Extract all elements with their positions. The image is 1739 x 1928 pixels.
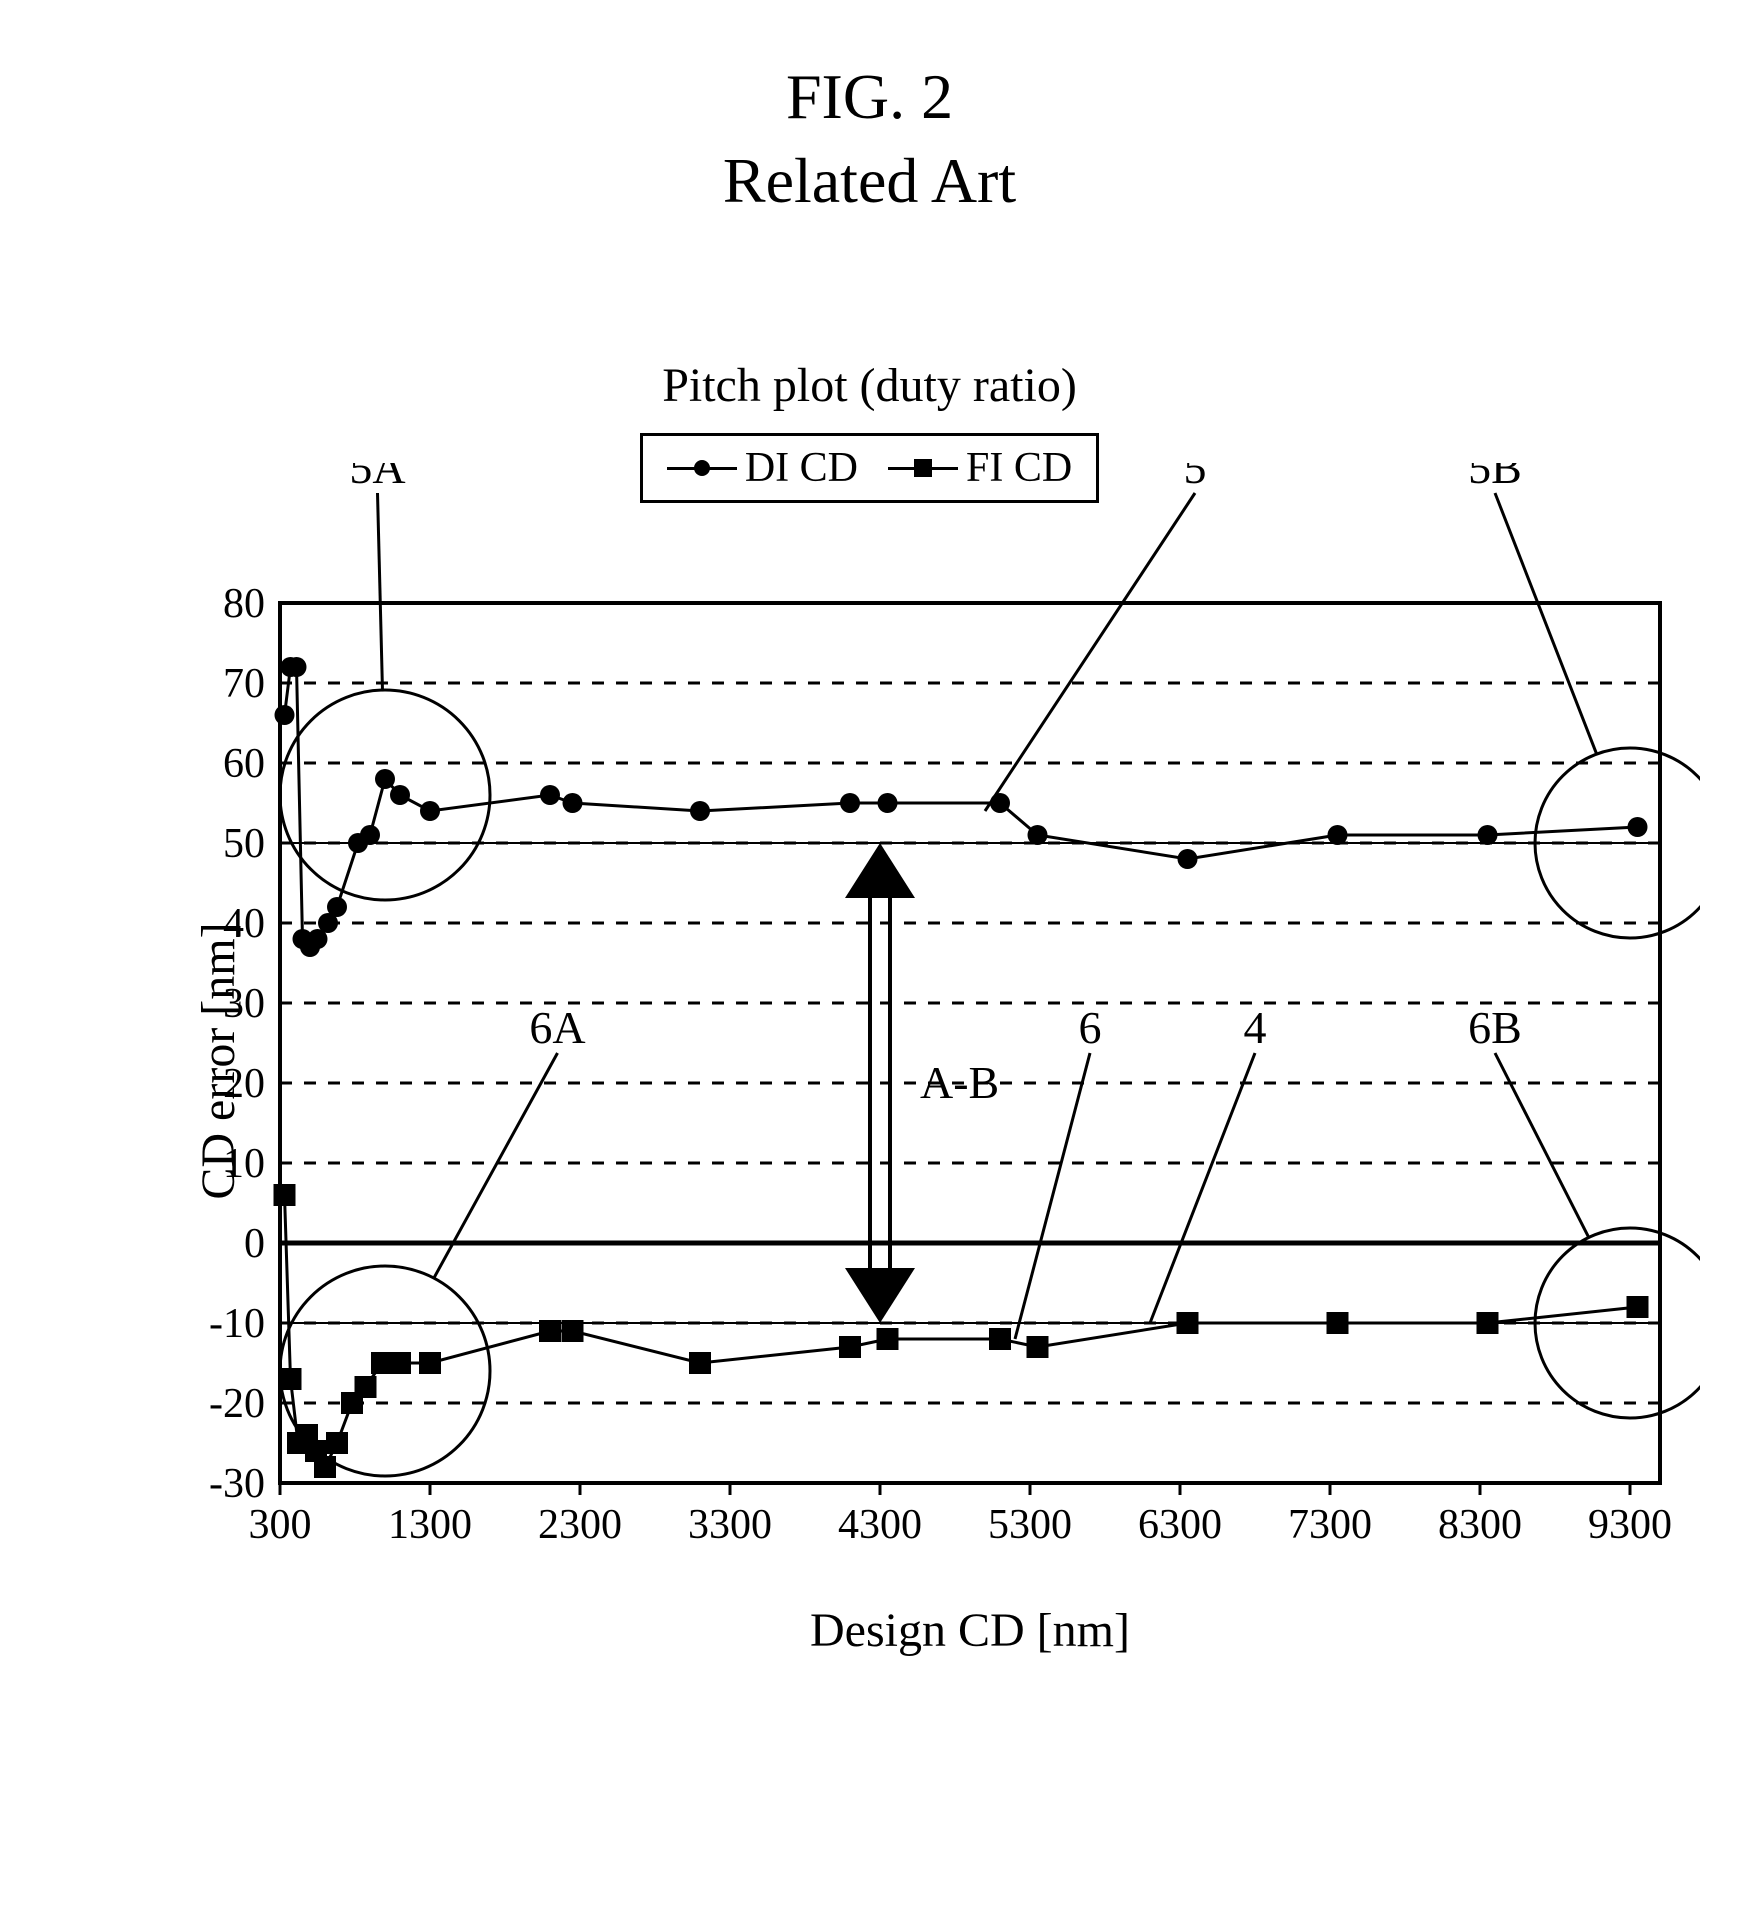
arrow-label: A-B [920, 1057, 999, 1108]
fi-marker [280, 1368, 302, 1390]
di-marker [1628, 817, 1648, 837]
callout-label: 5B [1468, 463, 1522, 493]
y-tick-label: 10 [223, 1141, 265, 1187]
fi-line [285, 1195, 1638, 1467]
callout-leader [1495, 493, 1597, 754]
fi-marker [539, 1320, 561, 1342]
fi-marker [1177, 1312, 1199, 1334]
x-tick-label: 2300 [538, 1502, 622, 1548]
di-marker [390, 785, 410, 805]
di-marker [878, 793, 898, 813]
di-marker [563, 793, 583, 813]
callout-label: 6 [1079, 1002, 1102, 1053]
di-marker [1478, 825, 1498, 845]
plot-area: -30-20-100102030405060708030013002300330… [280, 463, 1699, 1563]
callout-leader [1015, 1053, 1090, 1339]
callout-label: 5 [1184, 463, 1207, 493]
di-marker [375, 769, 395, 789]
y-tick-label: 40 [223, 901, 265, 947]
fi-marker [389, 1352, 411, 1374]
di-marker [1178, 849, 1198, 869]
di-marker [840, 793, 860, 813]
x-tick-label: 6300 [1138, 1502, 1222, 1548]
callout-leader [985, 493, 1195, 811]
fi-marker [562, 1320, 584, 1342]
fi-marker [839, 1336, 861, 1358]
fi-marker [419, 1352, 441, 1374]
callout-leader [378, 493, 383, 690]
di-marker [540, 785, 560, 805]
callout-circle [280, 690, 490, 900]
fi-marker [1327, 1312, 1349, 1334]
fi-marker [326, 1432, 348, 1454]
callout-label: 6A [529, 1002, 585, 1053]
x-axis-label: Design CD [nm] [280, 1603, 1660, 1658]
y-tick-label: -10 [209, 1301, 265, 1347]
di-marker [327, 897, 347, 917]
figure-label: FIG. 2 [40, 60, 1699, 134]
plot-svg: -30 -20 -10 0 10 20 30 40 50 60 70 80 300 1300 2300 330… [160, 463, 1700, 1563]
callout-label: 5A [349, 463, 405, 493]
fi-marker [355, 1376, 377, 1398]
di-marker [420, 801, 440, 821]
x-tick-label: 7300 [1288, 1502, 1372, 1548]
y-tick-label: 60 [223, 741, 265, 787]
x-tick-label: 8300 [1438, 1502, 1522, 1548]
callout-label: 6B [1468, 1002, 1522, 1053]
di-line [285, 667, 1638, 947]
x-tick-label: 3300 [688, 1502, 772, 1548]
plot-wrapper: CD error [nm] -30-20-1001020304050607080… [40, 463, 1699, 1658]
x-tick-label: 4300 [838, 1502, 922, 1548]
x-tick-label: 9300 [1588, 1502, 1672, 1548]
callout-leader [1150, 1053, 1255, 1323]
x-tick-label: 1300 [388, 1502, 472, 1548]
y-tick-label: 20 [223, 1061, 265, 1107]
fi-marker [1477, 1312, 1499, 1334]
y-tick-label: 70 [223, 661, 265, 707]
y-tick-label: 80 [223, 581, 265, 627]
y-tick-label: -20 [209, 1381, 265, 1427]
di-marker [275, 705, 295, 725]
di-marker [990, 793, 1010, 813]
y-tick-label: 30 [223, 981, 265, 1027]
x-tick-label: 5300 [988, 1502, 1072, 1548]
di-marker [1028, 825, 1048, 845]
figure-subtitle: Related Art [40, 144, 1699, 218]
fi-marker [689, 1352, 711, 1374]
di-marker [360, 825, 380, 845]
callout-leader [1495, 1053, 1589, 1237]
y-tick-label: 50 [223, 821, 265, 867]
fi-marker [877, 1328, 899, 1350]
fi-marker [1627, 1296, 1649, 1318]
di-marker [1328, 825, 1348, 845]
arrow-head-up [845, 843, 915, 898]
fi-marker [989, 1328, 1011, 1350]
callout-label: 4 [1244, 1002, 1267, 1053]
fi-marker [1027, 1336, 1049, 1358]
y-tick-label: -30 [209, 1461, 265, 1507]
y-tick-label: 0 [244, 1221, 265, 1267]
fi-marker [274, 1184, 296, 1206]
fi-marker [314, 1456, 336, 1478]
di-marker [690, 801, 710, 821]
arrow-head-down [845, 1268, 915, 1323]
di-marker [287, 657, 307, 677]
x-tick-label: 300 [249, 1502, 312, 1548]
chart-title: Pitch plot (duty ratio) [40, 358, 1699, 413]
